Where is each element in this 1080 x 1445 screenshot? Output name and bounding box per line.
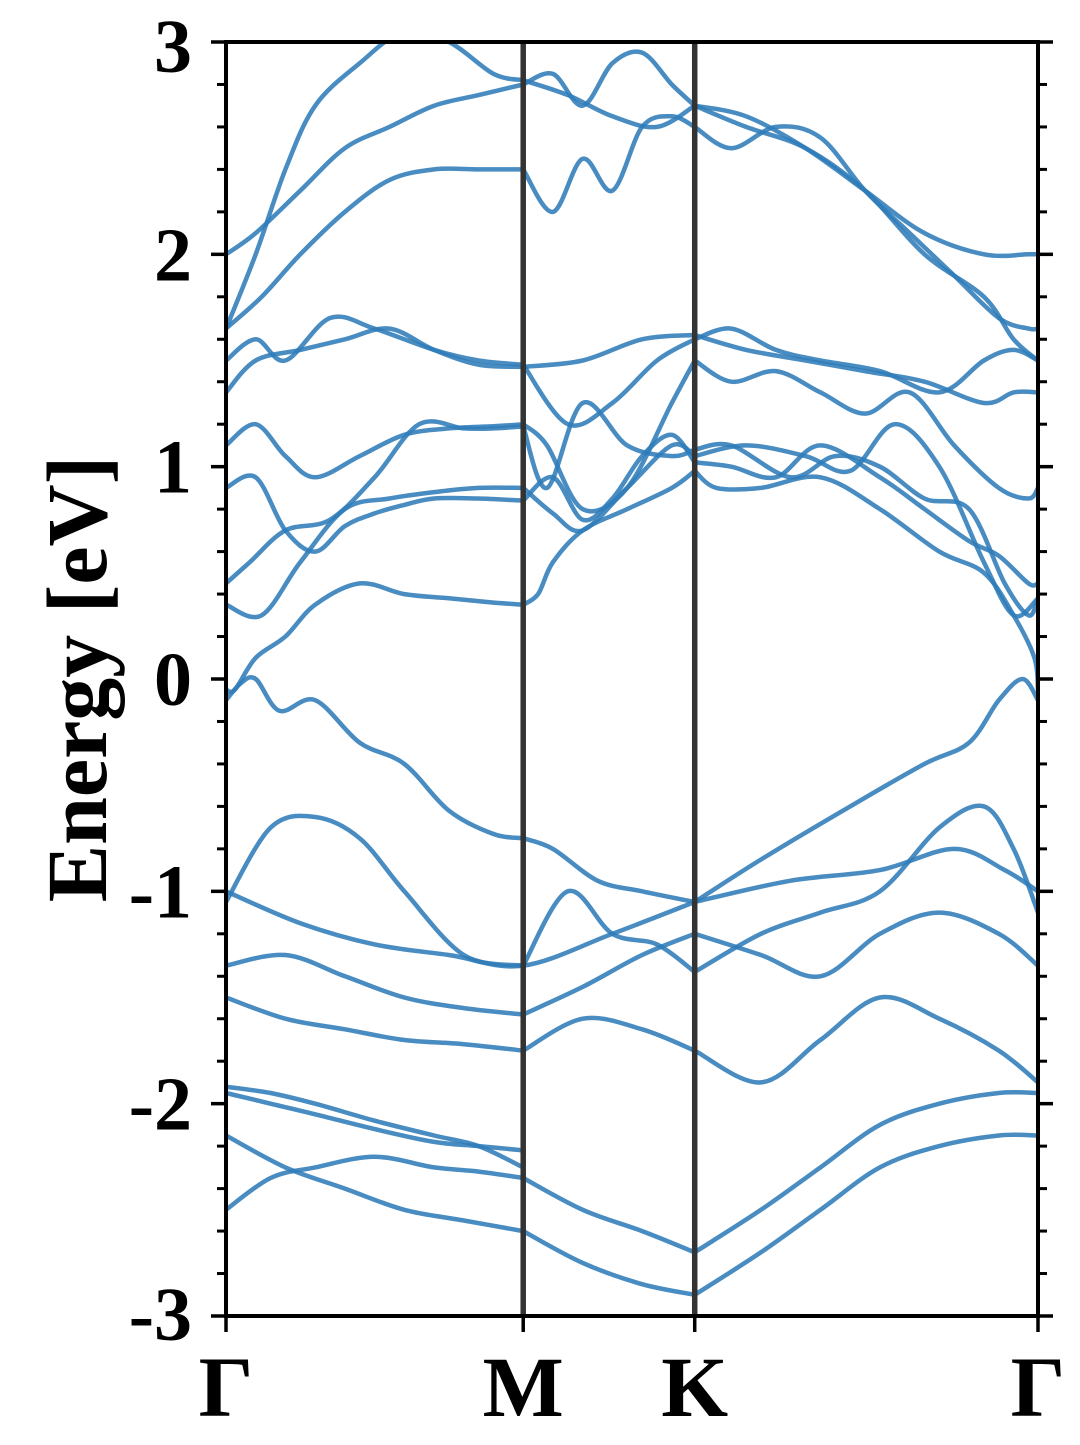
- band-line-34: [692, 103, 1038, 363]
- band-line-16: [692, 421, 1038, 619]
- band-line-26: [226, 166, 526, 331]
- band-line-41: [520, 931, 697, 1017]
- band-line-15: [520, 442, 697, 534]
- band-line-50: [520, 1228, 697, 1298]
- band-line-5: [226, 581, 526, 695]
- band-line-47: [520, 1175, 697, 1255]
- band-line-23: [226, 314, 526, 367]
- band-line-43: [226, 995, 526, 1053]
- band-line-14: [226, 485, 526, 620]
- band-line-24: [520, 337, 697, 428]
- y-tick-label: 0: [154, 638, 192, 722]
- band-line-40: [226, 952, 526, 1017]
- y-tick-label: 3: [154, 5, 192, 89]
- band-line-25: [692, 326, 1038, 395]
- y-tick-label: -2: [129, 1063, 192, 1147]
- plot-frame: [224, 40, 1040, 1318]
- band-line-2: [226, 674, 526, 841]
- band-line-11: [226, 473, 526, 554]
- y-axis-label: Energy [eV]: [29, 456, 125, 903]
- band-line-12: [520, 432, 697, 523]
- band-line-48: [692, 1090, 1038, 1255]
- band-line-46: [226, 1154, 526, 1213]
- band-line-1: [226, 1084, 526, 1170]
- y-tick-label: -3: [129, 1273, 192, 1357]
- axes-frame: [224, 40, 1040, 1318]
- band-line-3: [520, 836, 697, 905]
- kpoint-dividers: [520, 42, 698, 1316]
- band-line-45: [692, 994, 1038, 1085]
- kpoint-label-2: K: [661, 1339, 728, 1435]
- band-line-20: [226, 326, 526, 395]
- band-line-32: [226, 42, 526, 331]
- y-tick-label: 1: [154, 426, 192, 510]
- band-line-30: [520, 49, 697, 108]
- band-line-29: [226, 82, 526, 257]
- band-line-51: [692, 1132, 1038, 1298]
- band-line-36: [692, 846, 1038, 905]
- band-line-49: [226, 1133, 526, 1234]
- kpoint-label-0: Γ: [199, 1339, 254, 1435]
- band-line-17: [226, 421, 526, 480]
- band-line-33: [520, 77, 697, 130]
- band-line-21: [520, 332, 697, 370]
- band-line-27: [520, 113, 697, 215]
- band-line-44: [520, 1015, 697, 1053]
- band-line-9: [520, 400, 697, 491]
- band-line-7: [692, 468, 1038, 692]
- y-tick-label: -1: [129, 850, 192, 934]
- band-line-6: [520, 468, 697, 607]
- band-line-38: [520, 888, 697, 975]
- band-line-19: [692, 358, 1038, 501]
- band-line-18: [520, 358, 697, 514]
- band-lines: [226, 42, 1038, 1298]
- band-line-10: [692, 441, 1038, 618]
- kpoint-label-3: Γ: [1011, 1339, 1066, 1435]
- band-line-39: [692, 803, 1038, 975]
- y-tick-label: 2: [154, 213, 192, 297]
- band-line-31: [692, 103, 1038, 259]
- band-line-37: [226, 813, 526, 968]
- band-line-13: [692, 443, 1038, 588]
- y-axis-ticks: 3 2 1 0 -1 -2 -3: [129, 5, 1053, 1357]
- kpoint-label-1: M: [483, 1339, 564, 1435]
- band-line-42: [692, 910, 1038, 979]
- band-line-4: [692, 676, 1038, 905]
